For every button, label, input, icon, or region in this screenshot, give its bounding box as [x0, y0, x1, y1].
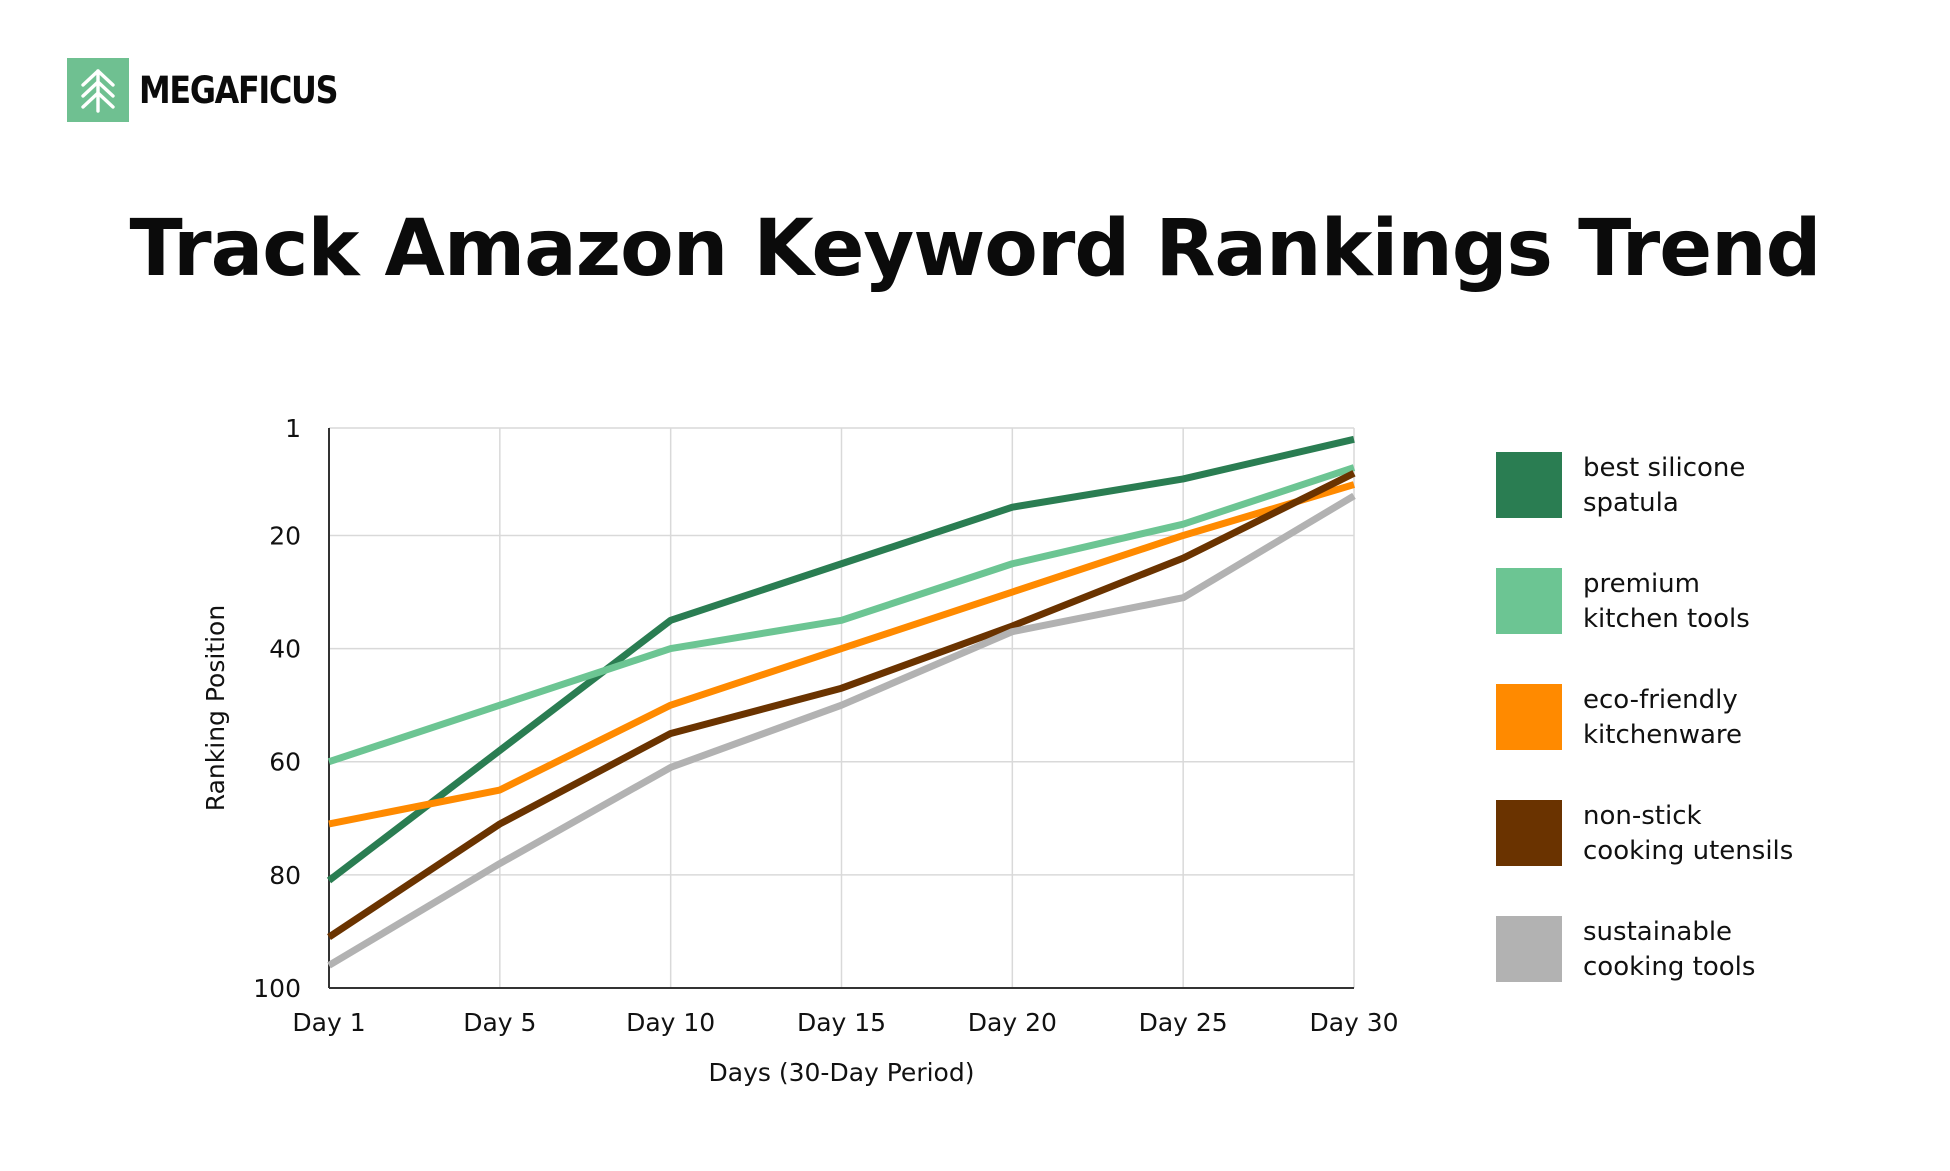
x-tick-label: Day 15	[797, 1008, 886, 1037]
legend-label: premium	[1583, 569, 1700, 599]
series-line-4	[327, 470, 1356, 941]
x-tick-label: Day 10	[626, 1008, 715, 1037]
legend-label: non-stick	[1583, 801, 1702, 831]
chart-axes	[328, 428, 1354, 989]
chart-legend: best silicone spatula premium kitchen tools…	[1496, 452, 1793, 982]
x-tick-label: Day 1	[292, 1008, 365, 1037]
legend-label: eco-friendly	[1583, 685, 1738, 715]
x-tick-label: Day 20	[968, 1008, 1057, 1037]
series-line-5	[327, 492, 1356, 969]
y-tick-label: 20	[269, 521, 301, 550]
legend-item: non-stick cooking utensils	[1496, 800, 1793, 866]
legend-item: best silicone spatula	[1496, 452, 1745, 518]
y-axis-title: Ranking Position	[201, 605, 230, 811]
legend-swatch	[1496, 568, 1562, 634]
chart-ticks: 1 20 40 60 80 100 Day 1 Day 5 Day 10 Day 15 Day 20…	[253, 414, 1398, 1037]
legend-label: kitchenware	[1583, 720, 1742, 750]
legend-item: eco-friendly kitchenware	[1496, 684, 1742, 750]
series-line-1	[326, 435, 1355, 884]
x-tick-label: Day 30	[1309, 1008, 1398, 1037]
y-tick-label: 100	[253, 974, 301, 1003]
legend-label: cooking utensils	[1583, 836, 1793, 866]
brand-logo: MEGAFICUS	[67, 58, 370, 122]
chart-series	[326, 435, 1356, 969]
legend-label: cooking tools	[1583, 952, 1755, 982]
x-tick-label: Day 25	[1139, 1008, 1228, 1037]
legend-label: kitchen tools	[1583, 604, 1750, 634]
legend-label: best silicone	[1583, 453, 1745, 483]
series-line-3	[328, 481, 1355, 828]
page-title: Track Amazon Keyword Rankings Trend	[129, 204, 1821, 294]
x-tick-label: Day 5	[463, 1008, 536, 1037]
y-tick-label: 80	[269, 861, 301, 890]
legend-swatch	[1496, 800, 1562, 866]
leaf-arrow-icon	[67, 58, 129, 122]
legend-label: spatula	[1583, 488, 1679, 518]
series-line-2	[327, 464, 1356, 766]
legend-item: sustainable cooking tools	[1496, 916, 1755, 982]
x-axis-title: Days (30-Day Period)	[709, 1058, 975, 1087]
legend-swatch	[1496, 452, 1562, 518]
y-tick-label: 40	[269, 635, 301, 664]
y-tick-label: 1	[285, 414, 301, 443]
legend-item: premium kitchen tools	[1496, 568, 1750, 634]
brand-name: MEGAFICUS	[139, 68, 339, 112]
legend-label: sustainable	[1583, 917, 1732, 947]
legend-swatch	[1496, 916, 1562, 982]
y-tick-label: 60	[269, 748, 301, 777]
legend-swatch	[1496, 684, 1562, 750]
